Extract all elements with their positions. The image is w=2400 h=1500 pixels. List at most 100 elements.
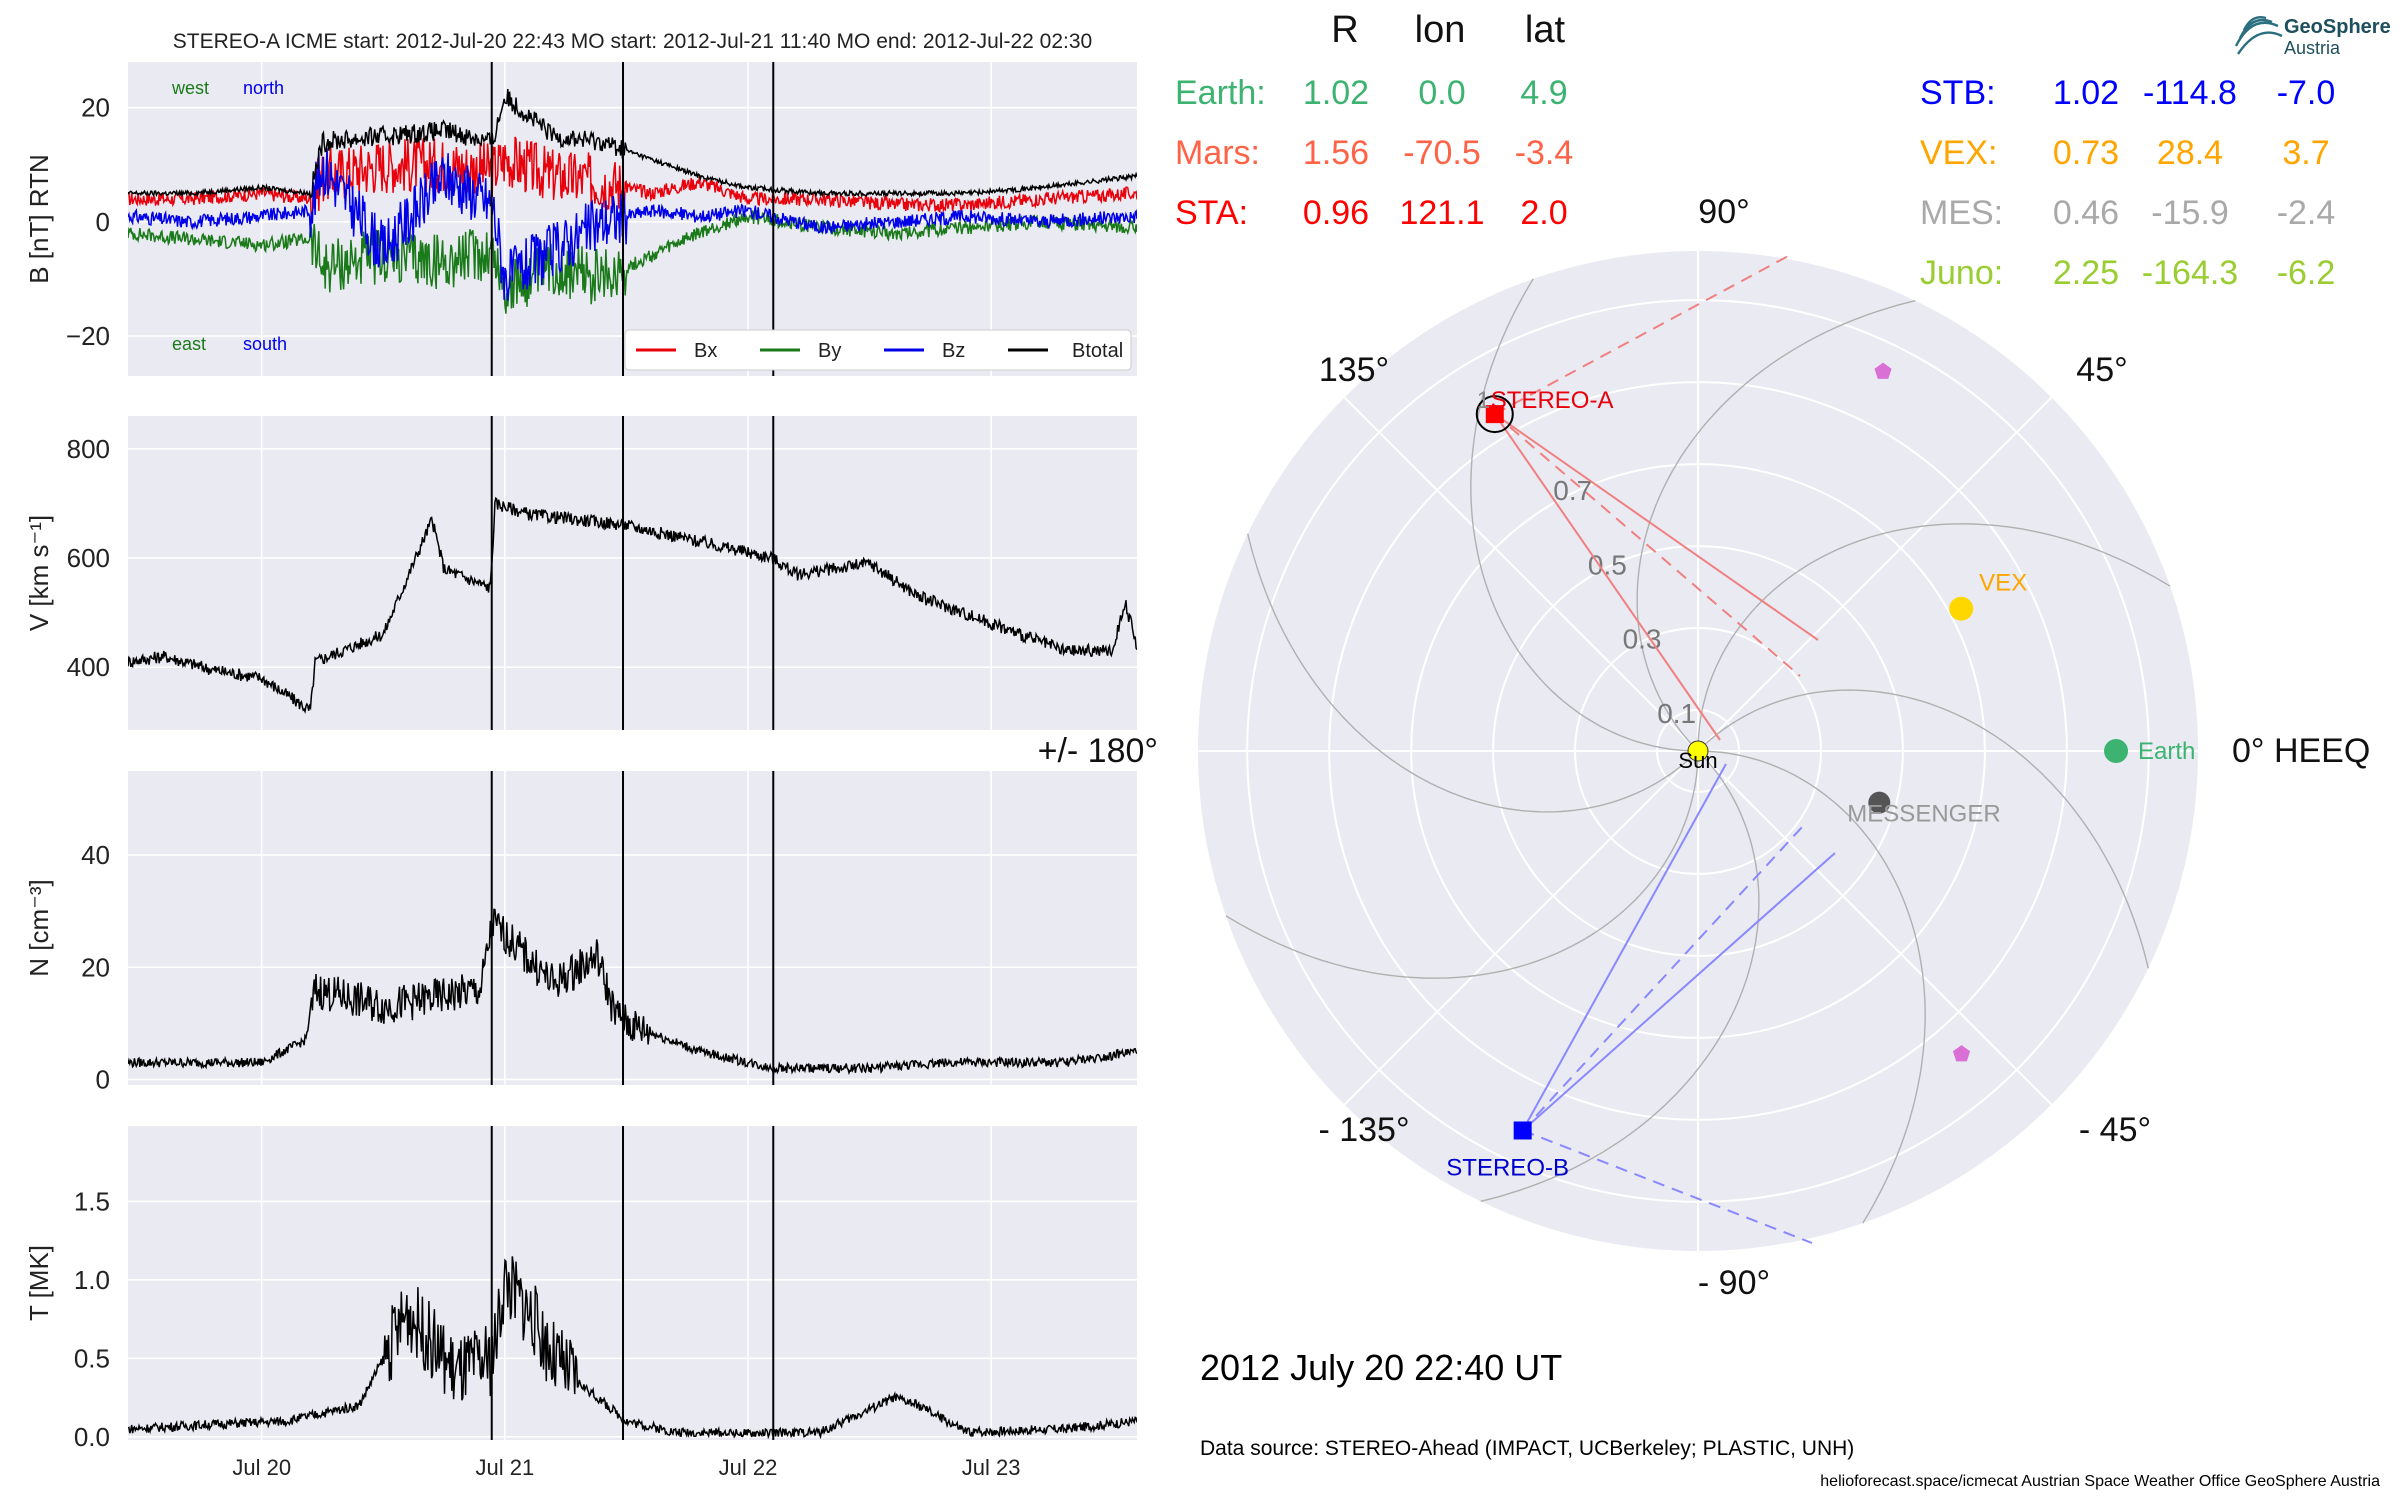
table-cell-lon: -15.9: [2151, 194, 2229, 232]
credits-label: helioforecast.space/icmecat Austrian Spa…: [1820, 1473, 2380, 1490]
annotation-east: east: [172, 334, 206, 354]
pentagon-marker: [1874, 362, 1892, 379]
x-tick-label: Jul 20: [232, 1455, 291, 1480]
y-tick-label: 20: [81, 93, 110, 123]
x-tick-label: Jul 22: [719, 1455, 778, 1480]
table-cell-lat: 3.7: [2282, 134, 2329, 172]
y-tick-label: 1.0: [74, 1265, 110, 1295]
y-tick-label: 400: [67, 652, 110, 682]
datetime-label: 2012 July 20 22:40 UT: [1200, 1347, 1562, 1388]
table-row-name: Juno:: [1920, 254, 2003, 292]
angle-label-deg0: 0° HEEQ: [2232, 732, 2370, 770]
legend-label: Bz: [942, 340, 965, 362]
parker-spirals: [1225, 278, 2171, 1224]
timeseries-panels: 20 0 −20 B [nT] RTN STEREO-A ICME start: 201…: [24, 30, 1137, 1480]
panel-title: STEREO-A ICME start: 2012-Jul-20 22:43 M…: [173, 30, 1092, 53]
x-tick-label: Jul 23: [962, 1455, 1021, 1480]
sun-label: Sun: [1678, 748, 1717, 773]
panel-b: 20 0 −20 B [nT] RTN STEREO-A ICME start: 201…: [24, 30, 1137, 376]
series-line-btotal: [128, 89, 1137, 199]
table-cell-r: 0.96: [1303, 194, 1369, 232]
series-line-bx: [128, 136, 1137, 224]
legend-box: [624, 329, 1132, 371]
vex-label: VEX: [1979, 570, 2027, 597]
panel-background: [128, 416, 1137, 730]
annotation-west: west: [171, 78, 209, 98]
x-tick-label: Jul 21: [475, 1455, 534, 1480]
panel-background: [128, 1126, 1137, 1440]
vex-marker: [1949, 596, 1974, 621]
fov-lines: [1493, 254, 1836, 1244]
angle-label-deg135: 135°: [1319, 351, 1389, 389]
table-header: lat: [1525, 9, 1566, 51]
table-cell-lat: -6.2: [2277, 254, 2336, 292]
series-line-data: [128, 496, 1137, 714]
table-cell-r: 1.02: [1303, 74, 1369, 112]
legend-label: Btotal: [1072, 340, 1123, 362]
annotation-south: south: [243, 334, 287, 354]
angle-label-degm90: - 90°: [1698, 1264, 1770, 1302]
annotation-north: north: [243, 78, 284, 98]
table-row-name: STA:: [1175, 194, 1248, 232]
series-line-data: [128, 908, 1137, 1076]
series-group: [128, 1256, 1137, 1440]
table-cell-lon: 28.4: [2157, 134, 2223, 172]
angle-label-degm45: - 45°: [2079, 1111, 2151, 1149]
series-line-by: [128, 208, 1137, 314]
y-axis-label: B [nT] RTN: [24, 154, 54, 284]
y-tick-label: 0: [96, 1064, 110, 1094]
parker-spiral: [1697, 523, 2171, 752]
table-cell-lon: 0.0: [1418, 74, 1465, 112]
logo-line1: GeoSphere: [2284, 16, 2391, 38]
series-line-data: [128, 1256, 1137, 1440]
y-tick-label: 1.5: [74, 1186, 110, 1216]
legend-label: Bx: [694, 340, 717, 362]
geosphere-logo: GeoSphere Austria: [2234, 16, 2391, 58]
y-tick-label: 0.5: [74, 1343, 110, 1373]
parker-spiral: [1225, 750, 1699, 979]
pentagon-marker: [1952, 1045, 1971, 1062]
y-tick-label: 0.0: [74, 1422, 110, 1452]
legend-label: By: [818, 340, 841, 362]
sta-fov-line: [1493, 413, 1721, 741]
angle-label-deg180: +/- 180°: [1038, 732, 1158, 770]
y-tick-label: 800: [67, 434, 110, 464]
legend: Bx By Bz Btotal: [624, 329, 1132, 371]
sun-marker: [1687, 740, 1709, 762]
stereo-b-marker: [1513, 1121, 1532, 1140]
table-cell-r: 1.56: [1303, 134, 1369, 172]
angle-label-deg90: 90°: [1698, 193, 1749, 231]
table-cell-lat: 2.0: [1520, 194, 1567, 232]
radial-tick-label: 0.5: [1588, 549, 1627, 580]
logo-icon: [2234, 16, 2283, 55]
messenger-marker: [1868, 791, 1891, 814]
angle-label-deg45: 45°: [2076, 351, 2127, 389]
polar-grid-spoke: [1343, 396, 1699, 752]
angle-label-degm135: - 135°: [1318, 1111, 1409, 1149]
table-header: R: [1331, 9, 1358, 51]
table-cell-r: 2.25: [2053, 254, 2119, 292]
radial-tick-label: 0.1: [1657, 698, 1696, 729]
stb-fov-line: [1521, 763, 1727, 1131]
stb-fov-line: [1521, 852, 1836, 1132]
table-cell-r: 1.02: [2053, 74, 2119, 112]
table-cell-lat: -3.4: [1515, 134, 1574, 172]
table-header: lon: [1415, 9, 1466, 51]
polar-grid-spoke: [1697, 396, 2053, 752]
table-cell-lon: 121.1: [1399, 194, 1484, 232]
panel-v: 800 600 400 V [km s⁻¹]: [24, 416, 1137, 730]
y-axis-label: V [km s⁻¹]: [24, 515, 54, 631]
series-line-bz: [128, 148, 1137, 301]
data-source-label: Data source: STEREO-Ahead (IMPACT, UCBer…: [1200, 1437, 1854, 1460]
sta-fov-line: [1494, 254, 1791, 415]
parker-spiral: [1636, 300, 1916, 752]
table-cell-lat: -2.4: [2277, 194, 2336, 232]
series-group: [128, 908, 1137, 1076]
table-row-name: Mars:: [1175, 134, 1260, 172]
polar-grid-spoke: [1697, 750, 2053, 1106]
stb-fov-line: [1522, 1129, 1813, 1244]
table-cell-lon: -70.5: [1403, 134, 1481, 172]
table-row-name: STB:: [1920, 74, 1996, 112]
table-cell-lon: -114.8: [2143, 74, 2237, 112]
